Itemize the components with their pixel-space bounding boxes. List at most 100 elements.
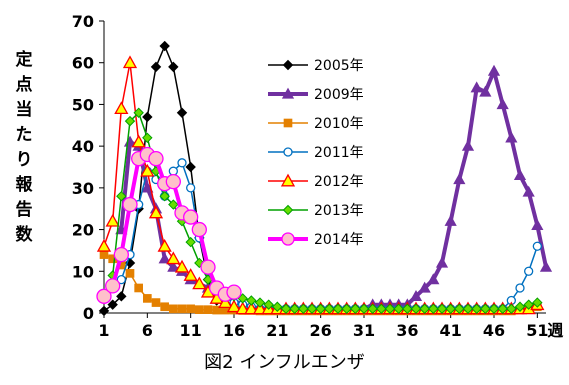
data-point [186, 304, 195, 314]
data-point [470, 81, 483, 93]
data-point [203, 305, 213, 314]
data-point [185, 236, 196, 248]
data-point [479, 85, 492, 97]
data-point [505, 131, 518, 143]
data-point [122, 55, 138, 69]
data-point [143, 294, 152, 303]
data-point [496, 98, 509, 110]
legend-item: 2009年 [268, 87, 364, 103]
legend-marker [281, 87, 295, 99]
legend-item: 2014年 [268, 232, 364, 248]
y-tick-label: 50 [72, 95, 94, 114]
y-tick-label: 30 [72, 179, 94, 198]
data-point [200, 259, 216, 275]
data-point [252, 301, 268, 315]
data-point [418, 281, 431, 293]
data-point [384, 303, 396, 315]
x-tick-label: 6 [142, 321, 153, 340]
x-tick-label: 31 [353, 321, 375, 340]
data-point [497, 303, 508, 315]
data-point [141, 181, 154, 193]
y-axis-label-char: 定 [15, 50, 33, 70]
data-point [539, 260, 553, 272]
data-point [116, 190, 127, 202]
x-tick-label: 36 [396, 321, 418, 340]
figure-caption: 図2 インフルエンザ [204, 352, 365, 373]
data-point [166, 251, 181, 265]
data-point [246, 295, 257, 306]
data-point [124, 115, 136, 127]
x-tick-label: 46 [483, 321, 505, 340]
legend: 2005年 2009年 2010年 2011年 2012年 2013年 2014年 [268, 58, 364, 248]
x-tick-label: 11 [180, 321, 202, 340]
data-point [218, 295, 233, 309]
legend-item: 2013年 [268, 203, 364, 219]
data-point [125, 269, 135, 278]
data-point [177, 158, 187, 168]
data-point [185, 161, 196, 173]
data-point [131, 134, 146, 148]
data-point [105, 278, 121, 294]
data-point [176, 107, 188, 118]
legend-marker [283, 147, 293, 157]
data-point [409, 289, 423, 301]
data-point [165, 173, 181, 190]
data-point [480, 303, 491, 315]
data-point [113, 246, 129, 263]
data-point [151, 298, 161, 307]
y-axis-label-char: た [15, 125, 33, 145]
data-point [183, 209, 199, 225]
y-tick-label: 10 [72, 262, 94, 281]
data-point [195, 305, 204, 314]
y-tick-label: 40 [72, 137, 94, 156]
legend-label: 2011年 [314, 145, 364, 161]
data-point [157, 238, 172, 252]
legend-label: 2009年 [314, 87, 364, 103]
data-point [506, 303, 517, 315]
data-point [436, 303, 448, 315]
legend-marker [283, 118, 293, 128]
data-point [212, 305, 221, 315]
data-point [419, 303, 430, 315]
data-point [192, 276, 207, 290]
data-point [191, 221, 207, 238]
x-tick-label: 21 [266, 321, 288, 340]
data-point [524, 266, 534, 276]
data-point [98, 305, 110, 317]
data-point [107, 299, 118, 310]
data-point [522, 185, 535, 197]
data-point [177, 304, 187, 314]
data-point [116, 274, 126, 285]
data-point [148, 205, 164, 219]
data-point [254, 297, 266, 308]
data-point [167, 260, 180, 272]
data-point [461, 139, 475, 151]
y-tick-label: 70 [72, 12, 94, 31]
x-tick-label: 16 [223, 321, 245, 340]
data-point [114, 101, 129, 115]
legend-label: 2013年 [314, 203, 364, 219]
legend-label: 2012年 [314, 174, 364, 190]
data-point [444, 214, 457, 226]
data-point [315, 303, 326, 315]
data-point [410, 303, 422, 315]
data-point [435, 256, 449, 268]
data-point [183, 268, 198, 281]
data-point [514, 301, 526, 312]
legend-label: 2010年 [314, 116, 364, 132]
data-point [148, 151, 164, 167]
data-point [116, 291, 127, 302]
data-point [142, 132, 153, 144]
legend-item: 2010年 [268, 116, 364, 132]
data-point [367, 303, 378, 315]
y-axis-label-char: 告 [15, 200, 33, 220]
data-point [186, 183, 196, 193]
x-tick-label: 51 [526, 321, 548, 340]
legend-item: 2012年 [268, 173, 364, 190]
y-axis-label-char: 数 [15, 225, 33, 245]
x-axis-label: 週 [547, 321, 563, 340]
legend-marker [282, 59, 294, 71]
data-point [298, 303, 309, 315]
legend-item: 2011年 [268, 145, 364, 161]
